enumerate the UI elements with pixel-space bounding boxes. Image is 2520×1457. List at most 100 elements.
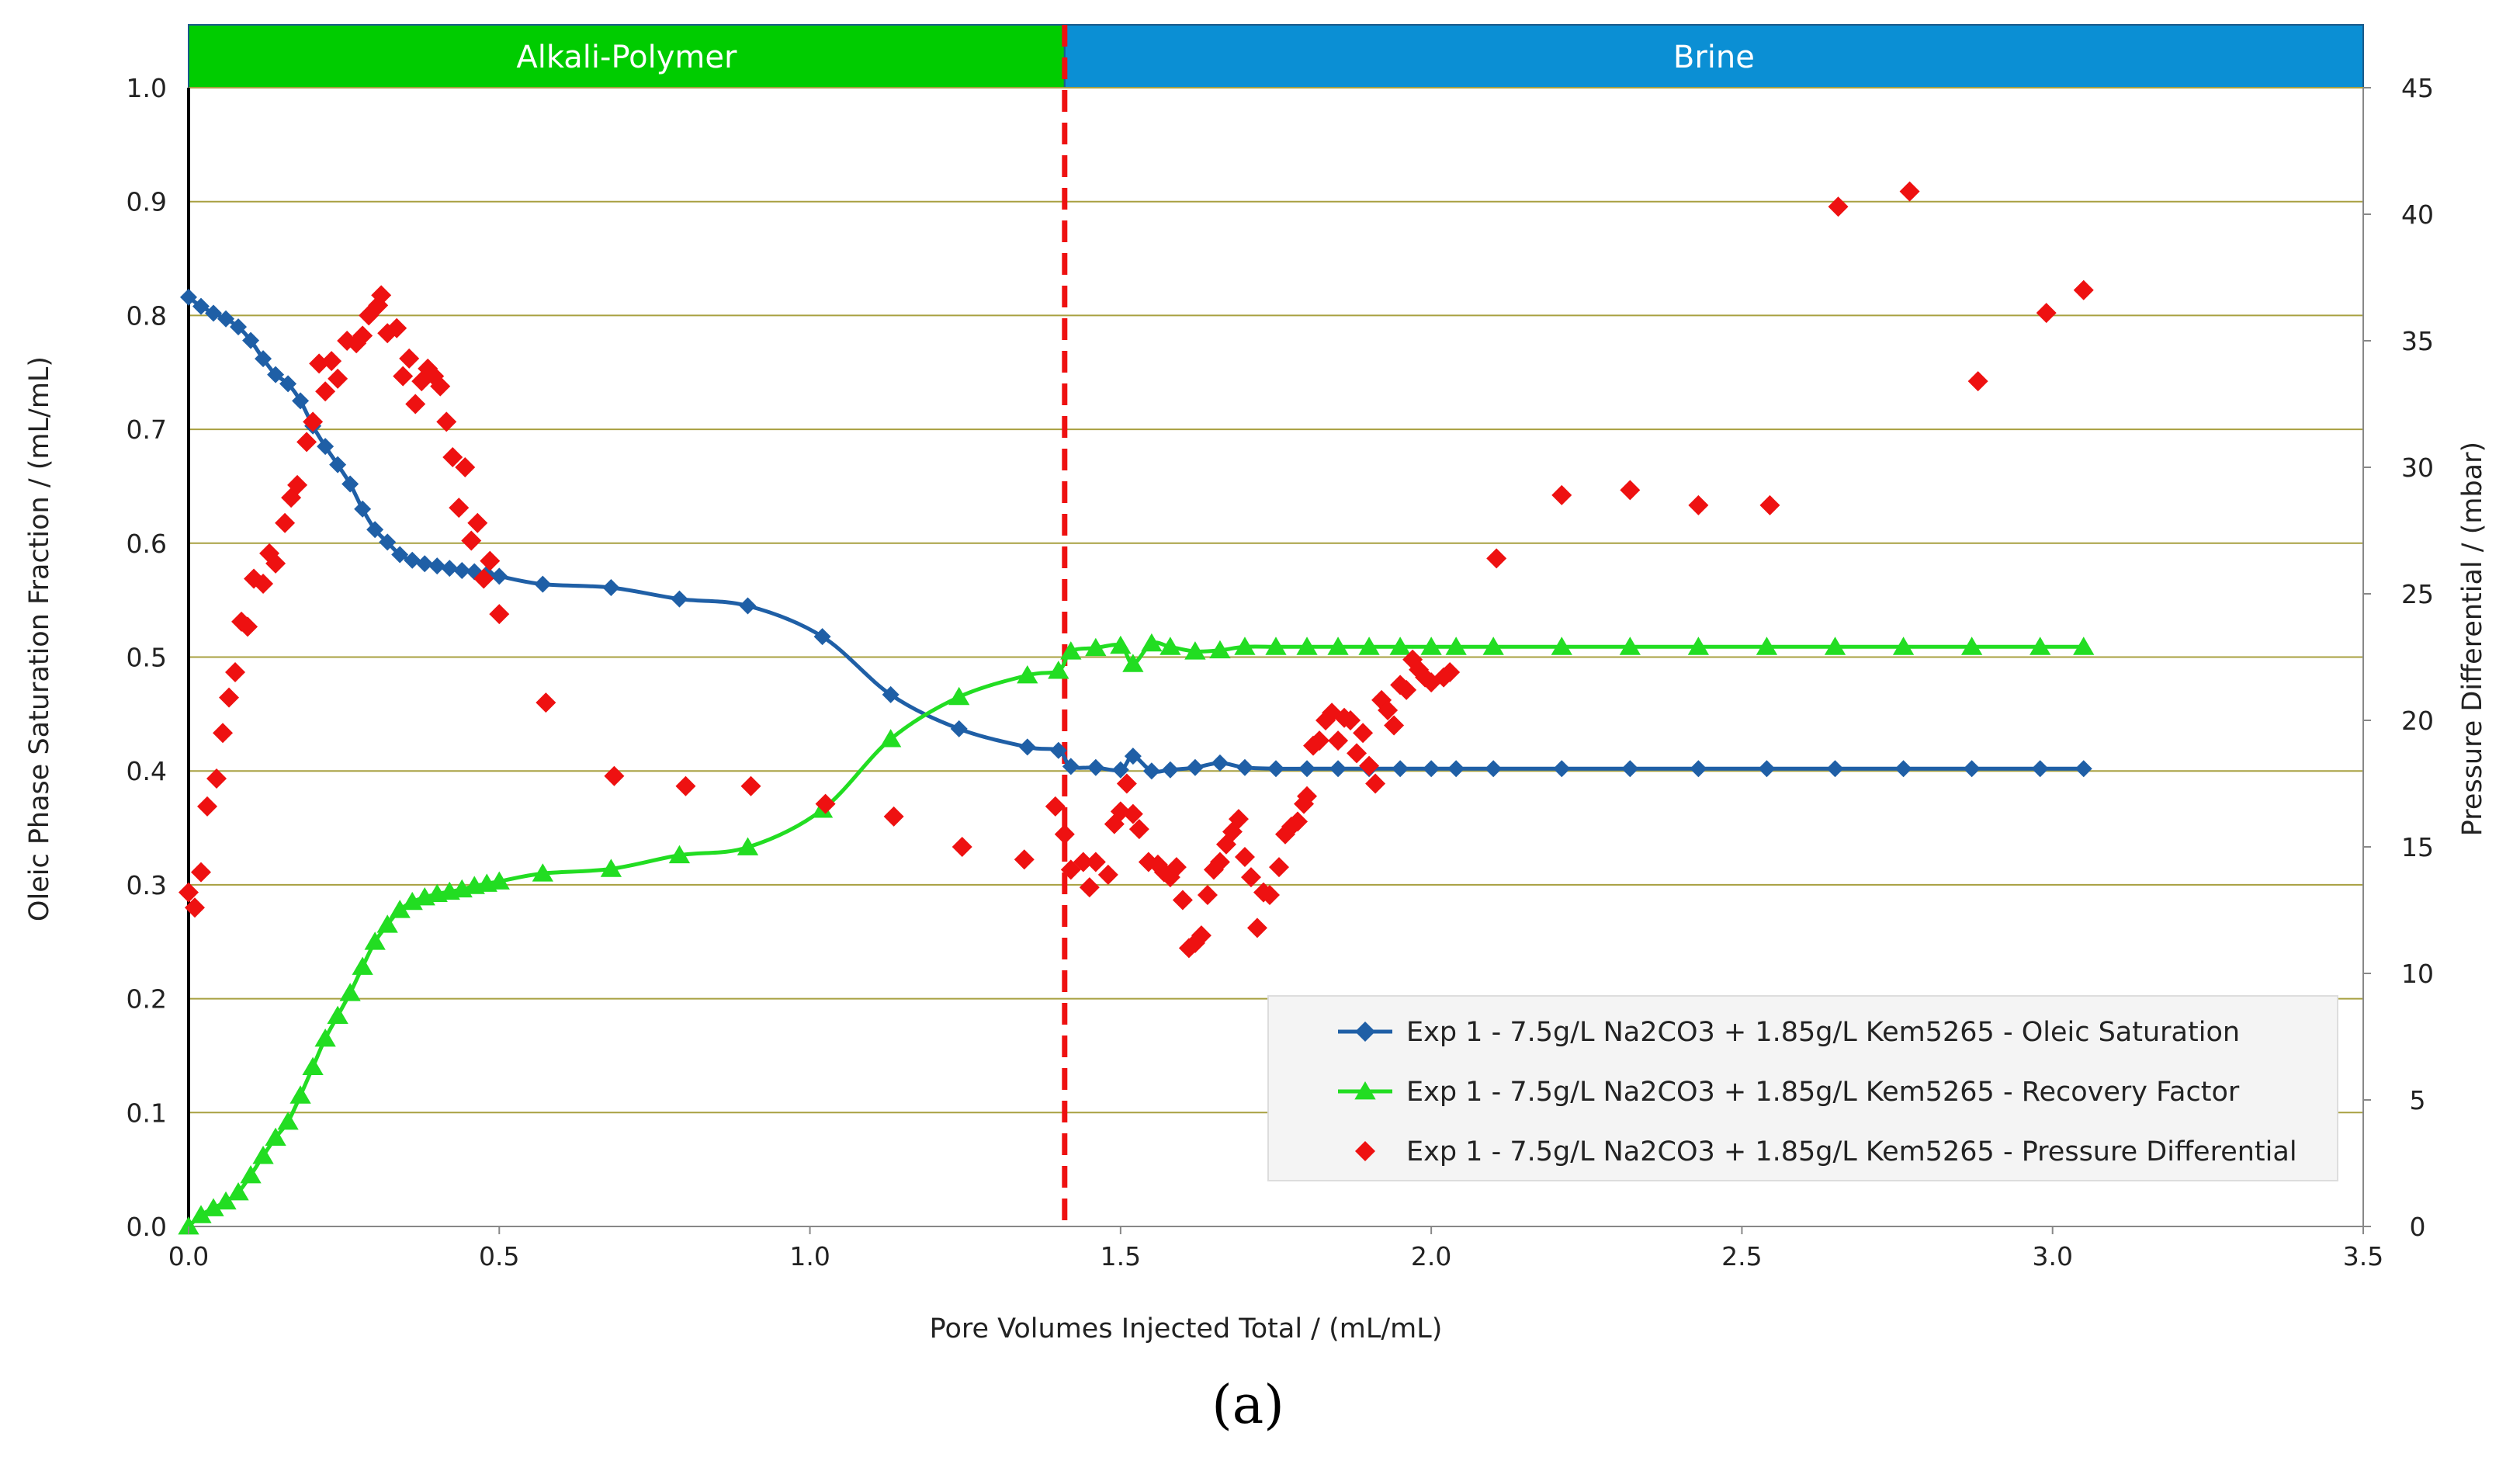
data-point [951, 837, 972, 857]
data-point [1186, 758, 1204, 776]
data-point [1296, 637, 1318, 655]
data-point [1288, 811, 1309, 832]
data-point [1340, 710, 1361, 730]
data-point [1087, 758, 1104, 776]
x-tick-label: 2.5 [1721, 1241, 1762, 1271]
data-point [948, 686, 970, 706]
data-point [461, 530, 482, 551]
data-series [178, 181, 2095, 1235]
data-point [206, 768, 227, 789]
data-point [1116, 773, 1137, 794]
y-left-tick-label: 0.6 [127, 529, 167, 559]
y-left-tick-label: 0.4 [127, 756, 167, 786]
data-point [1209, 852, 1230, 872]
phase-band-label: Brine [1673, 40, 1755, 75]
data-point [950, 720, 968, 737]
y-left-tick-label: 0.9 [127, 187, 167, 217]
data-point [1141, 633, 1163, 652]
data-point [253, 573, 274, 594]
data-point [379, 533, 397, 551]
data-point [376, 914, 398, 933]
data-point [436, 411, 457, 432]
data-point [1062, 758, 1080, 775]
data-point [1017, 664, 1038, 684]
data-point [296, 432, 317, 453]
data-point [178, 1216, 199, 1235]
data-point [315, 381, 336, 402]
data-point [1963, 760, 1981, 778]
data-point [328, 368, 348, 389]
x-tick-label: 0.5 [479, 1241, 519, 1271]
data-point [1967, 371, 1988, 392]
data-point [339, 983, 361, 1001]
x-tick-label: 3.5 [2343, 1241, 2383, 1271]
data-point [1440, 662, 1461, 683]
data-point [217, 310, 235, 328]
data-point [1826, 760, 1844, 778]
y-left-tick-label: 0.7 [127, 415, 167, 445]
data-point [416, 555, 434, 573]
plot-frame [187, 88, 2364, 1227]
data-point [1259, 884, 1280, 905]
legend-entry-label: Exp 1 - 7.5g/L Na2CO3 + 1.85g/L Kem5265 … [1406, 1077, 2240, 1108]
data-point [179, 882, 199, 903]
data-point [1124, 748, 1142, 765]
y-right-tick-label: 45 [2401, 73, 2434, 103]
legend-entry-label: Exp 1 - 7.5g/L Na2CO3 + 1.85g/L Kem5265 … [1406, 1136, 2297, 1167]
data-point [1097, 864, 1118, 885]
data-point [488, 871, 510, 890]
data-point [600, 859, 622, 877]
y-left-tick-label: 0.5 [127, 643, 167, 673]
data-point [267, 366, 285, 383]
data-point [399, 348, 420, 369]
data-point [364, 931, 386, 950]
figure-caption: (a) [1211, 1375, 1284, 1436]
data-point [302, 1056, 324, 1076]
data-point [1234, 847, 1255, 868]
data-point [1018, 738, 1036, 756]
data-point [197, 796, 218, 817]
data-point [317, 438, 334, 456]
y-right-tick-label: 20 [2401, 706, 2434, 736]
data-point [1191, 925, 1211, 946]
data-point [442, 446, 463, 467]
data-point [815, 793, 836, 814]
y-right-tick-label: 30 [2401, 453, 2434, 483]
data-point [314, 1028, 336, 1047]
series-pressure-differential [179, 181, 2094, 959]
data-point [275, 512, 296, 533]
data-point [1485, 760, 1503, 778]
data-point [1184, 641, 1206, 660]
data-point [386, 317, 407, 338]
data-point [1423, 760, 1440, 778]
x-tick-label: 3.0 [2032, 1241, 2072, 1271]
data-point [205, 304, 223, 322]
data-point [449, 498, 470, 519]
legend-box [1267, 995, 2338, 1181]
data-point [1240, 867, 1261, 888]
data-point [1014, 849, 1035, 870]
y-right-tick-label: 5 [2410, 1085, 2426, 1115]
data-point [1551, 637, 1572, 655]
data-point [534, 575, 552, 593]
data-point [882, 685, 900, 703]
data-point [405, 394, 426, 415]
gridlines [189, 87, 2363, 1114]
data-point [289, 1085, 311, 1104]
data-point [1161, 761, 1179, 779]
data-point [1688, 494, 1709, 515]
data-point [1347, 743, 1367, 764]
data-point [240, 1164, 262, 1184]
data-point [1209, 640, 1231, 659]
x-tick-label: 2.0 [1411, 1241, 1451, 1271]
data-point [1122, 654, 1144, 672]
data-point [604, 765, 625, 786]
data-point [675, 775, 696, 796]
y-left-tick-label: 0.8 [127, 300, 167, 331]
data-point [1049, 741, 1067, 759]
data-point [1899, 181, 1920, 202]
y-right-tick-label: 0 [2410, 1212, 2426, 1242]
data-point [366, 521, 384, 539]
data-point [225, 662, 246, 683]
